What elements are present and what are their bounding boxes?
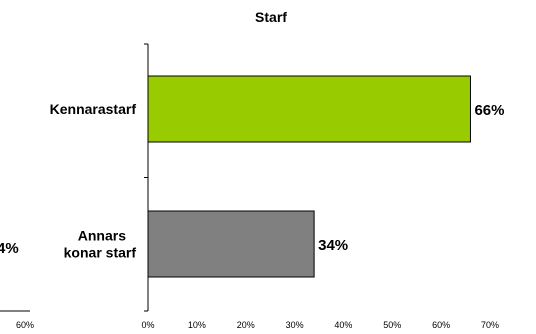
x-tick-label: 70% <box>481 320 499 330</box>
x-tick-label: 50% <box>383 320 401 330</box>
x-tick-label: 60% <box>432 320 450 330</box>
category-label-1: Kennarastarf <box>50 101 137 117</box>
category-label-2: Annars konar starf <box>64 228 137 261</box>
chart-bars <box>147 75 471 278</box>
chart-title: Starf <box>255 9 287 25</box>
bar-2 <box>147 210 315 278</box>
chart-axes <box>144 43 149 312</box>
x-tick-label: 40% <box>334 320 352 330</box>
data-label-1: 66% <box>474 102 504 119</box>
cropped-tick-label: 60% <box>16 320 34 330</box>
x-tick-label: 30% <box>286 320 304 330</box>
x-tick-label: 0% <box>141 320 154 330</box>
x-tick-label: 10% <box>188 320 206 330</box>
x-tick-label: 20% <box>237 320 255 330</box>
cropped-data-label: 4% <box>0 240 19 257</box>
chart-labels: 0% 10% 20% 30% 40% 50% 60% 70% 66% Kennarastarf 34… <box>50 101 505 330</box>
data-label-2: 34% <box>318 237 348 254</box>
bar-1 <box>147 75 471 143</box>
